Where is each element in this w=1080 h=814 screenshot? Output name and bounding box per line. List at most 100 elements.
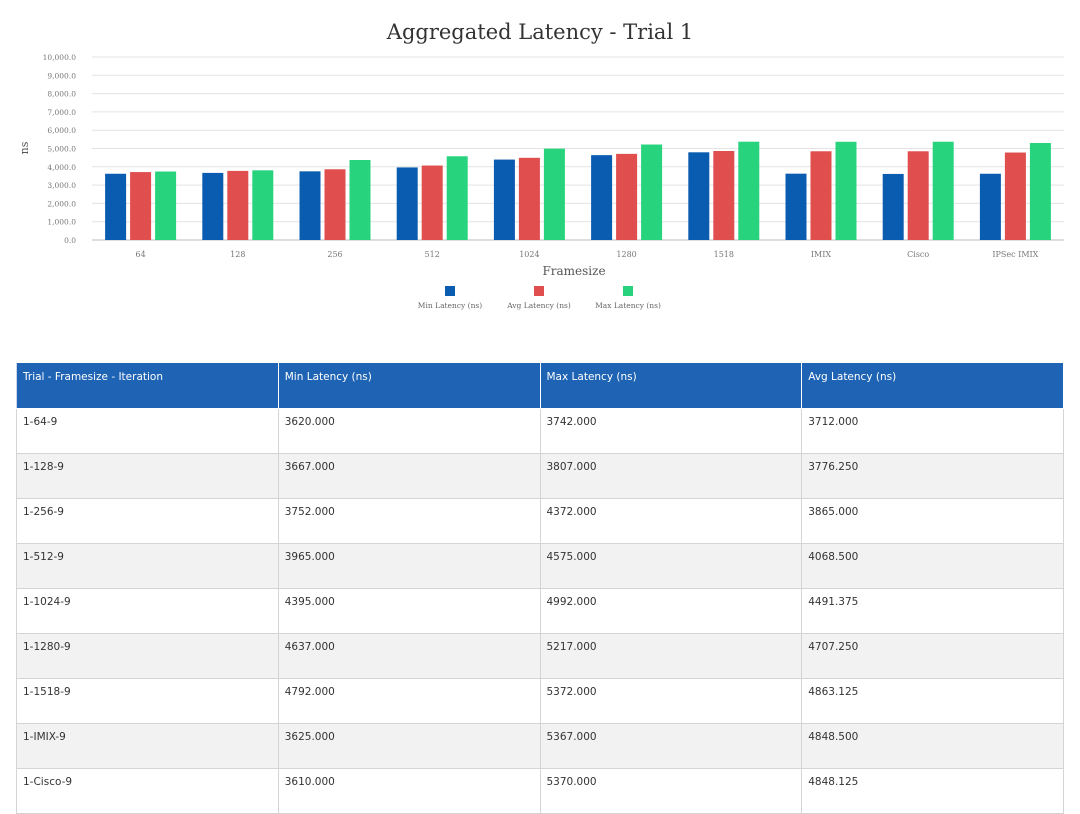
- cell-min-latency: 3965.000: [277, 543, 541, 589]
- cell-avg-latency: 4068.500: [801, 543, 1064, 589]
- x-tick-label: 128: [230, 250, 245, 259]
- bar: [785, 173, 807, 240]
- cell-max-latency: 5367.000: [539, 723, 803, 769]
- x-tick-label: IPSec IMIX: [992, 250, 1038, 259]
- bar: [1004, 152, 1026, 240]
- legend-swatch: [534, 286, 544, 296]
- cell-min-latency: 3667.000: [277, 453, 541, 499]
- cell-trial: 1-64-9: [16, 408, 279, 454]
- y-tick-label: 0.0: [64, 236, 76, 245]
- bar: [130, 172, 152, 240]
- legend-label: Max Latency (ns): [595, 301, 661, 310]
- bar: [591, 155, 613, 240]
- bar: [518, 157, 540, 240]
- cell-avg-latency: 3712.000: [801, 408, 1064, 454]
- header-max-latency: Max Latency (ns): [539, 362, 803, 409]
- bar: [835, 141, 857, 240]
- cell-max-latency: 5372.000: [539, 678, 803, 724]
- cell-avg-latency: 4848.500: [801, 723, 1064, 769]
- bar: [932, 141, 954, 240]
- x-tick-label: 1280: [616, 250, 636, 259]
- x-tick-label: 512: [425, 250, 440, 259]
- table-row: 1-1024-9 4395.000 4992.000 4491.375: [16, 588, 1064, 634]
- bar: [493, 159, 515, 240]
- y-axis-label: ns: [18, 141, 31, 154]
- cell-trial: 1-128-9: [16, 453, 279, 499]
- cell-max-latency: 4575.000: [539, 543, 803, 589]
- cell-trial: 1-256-9: [16, 498, 279, 544]
- bar: [543, 148, 565, 240]
- table-row: 1-1280-9 4637.000 5217.000 4707.250: [16, 633, 1064, 679]
- bar: [641, 144, 663, 240]
- cell-max-latency: 4372.000: [539, 498, 803, 544]
- y-tick-label: 1,000.0: [47, 218, 76, 227]
- latency-table-container: Trial - Framesize - Iteration Min Latenc…: [16, 362, 1064, 814]
- legend-swatch: [445, 286, 455, 296]
- y-tick-label: 4,000.0: [47, 163, 76, 172]
- table-row: 1-Cisco-9 3610.000 5370.000 4848.125: [16, 768, 1064, 814]
- cell-trial: 1-1024-9: [16, 588, 279, 634]
- x-axis-ticks: 64 128 256 512 1024 1280 1518 IMIX Cisco IPSec IM…: [136, 250, 1039, 259]
- cell-trial: 1-1518-9: [16, 678, 279, 724]
- table-row: 1-256-9 3752.000 4372.000 3865.000: [16, 498, 1064, 544]
- y-tick-label: 6,000.0: [47, 126, 76, 135]
- cell-min-latency: 3752.000: [277, 498, 541, 544]
- cell-trial: 1-512-9: [16, 543, 279, 589]
- y-tick-label: 8,000.0: [47, 90, 76, 99]
- latency-bar-chart: Aggregated Latency - Trial 1 0.0 1,000.0 2…: [18, 20, 1064, 310]
- x-tick-label: 256: [327, 250, 342, 259]
- header-trial-framesize-iteration: Trial - Framesize - Iteration: [16, 362, 279, 409]
- chart-title: Aggregated Latency - Trial 1: [386, 20, 693, 44]
- y-tick-label: 5,000.0: [47, 145, 76, 154]
- bar: [1029, 143, 1051, 240]
- table-header-row: Trial - Framesize - Iteration Min Latenc…: [16, 362, 1064, 409]
- y-tick-label: 2,000.0: [47, 199, 76, 208]
- cell-trial: 1-1280-9: [16, 633, 279, 679]
- x-tick-label: Cisco: [907, 250, 929, 259]
- cell-avg-latency: 3776.250: [801, 453, 1064, 499]
- y-tick-label: 10,000.0: [43, 53, 77, 62]
- table-row: 1-IMIX-9 3625.000 5367.000 4848.500: [16, 723, 1064, 769]
- x-axis-label: Framesize: [542, 264, 605, 278]
- bars: [105, 141, 1051, 240]
- cell-min-latency: 3610.000: [277, 768, 541, 814]
- x-tick-label: 1518: [714, 250, 734, 259]
- bar: [202, 172, 224, 240]
- cell-trial: 1-IMIX-9: [16, 723, 279, 769]
- y-axis-ticks: 0.0 1,000.0 2,000.0 3,000.0 4,000.0 5,000.0 6,…: [43, 53, 77, 245]
- cell-max-latency: 3742.000: [539, 408, 803, 454]
- bar: [421, 165, 443, 240]
- cell-min-latency: 4792.000: [277, 678, 541, 724]
- legend-label: Min Latency (ns): [418, 301, 482, 310]
- bar: [252, 170, 274, 240]
- bar: [882, 173, 904, 240]
- table-row: 1-128-9 3667.000 3807.000 3776.250: [16, 453, 1064, 499]
- cell-min-latency: 3620.000: [277, 408, 541, 454]
- legend-swatch: [623, 286, 633, 296]
- table-row: 1-512-9 3965.000 4575.000 4068.500: [16, 543, 1064, 589]
- y-tick-label: 7,000.0: [47, 108, 76, 117]
- bar: [979, 173, 1001, 240]
- y-tick-label: 3,000.0: [47, 181, 76, 190]
- cell-avg-latency: 3865.000: [801, 498, 1064, 544]
- bar: [324, 169, 346, 240]
- cell-min-latency: 3625.000: [277, 723, 541, 769]
- cell-trial: 1-Cisco-9: [16, 768, 279, 814]
- legend-label: Avg Latency (ns): [506, 301, 571, 310]
- bar: [105, 173, 127, 240]
- cell-max-latency: 5217.000: [539, 633, 803, 679]
- cell-max-latency: 4992.000: [539, 588, 803, 634]
- x-tick-label: 1024: [519, 250, 539, 259]
- cell-min-latency: 4637.000: [277, 633, 541, 679]
- cell-min-latency: 4395.000: [277, 588, 541, 634]
- bar: [810, 151, 832, 240]
- bar: [396, 167, 418, 240]
- bar: [713, 151, 735, 240]
- bar: [616, 153, 638, 240]
- cell-avg-latency: 4863.125: [801, 678, 1064, 724]
- x-tick-label: 64: [136, 250, 146, 259]
- table-row: 1-1518-9 4792.000 5372.000 4863.125: [16, 678, 1064, 724]
- header-min-latency: Min Latency (ns): [277, 362, 541, 409]
- bar: [155, 171, 177, 240]
- header-avg-latency: Avg Latency (ns): [801, 362, 1064, 409]
